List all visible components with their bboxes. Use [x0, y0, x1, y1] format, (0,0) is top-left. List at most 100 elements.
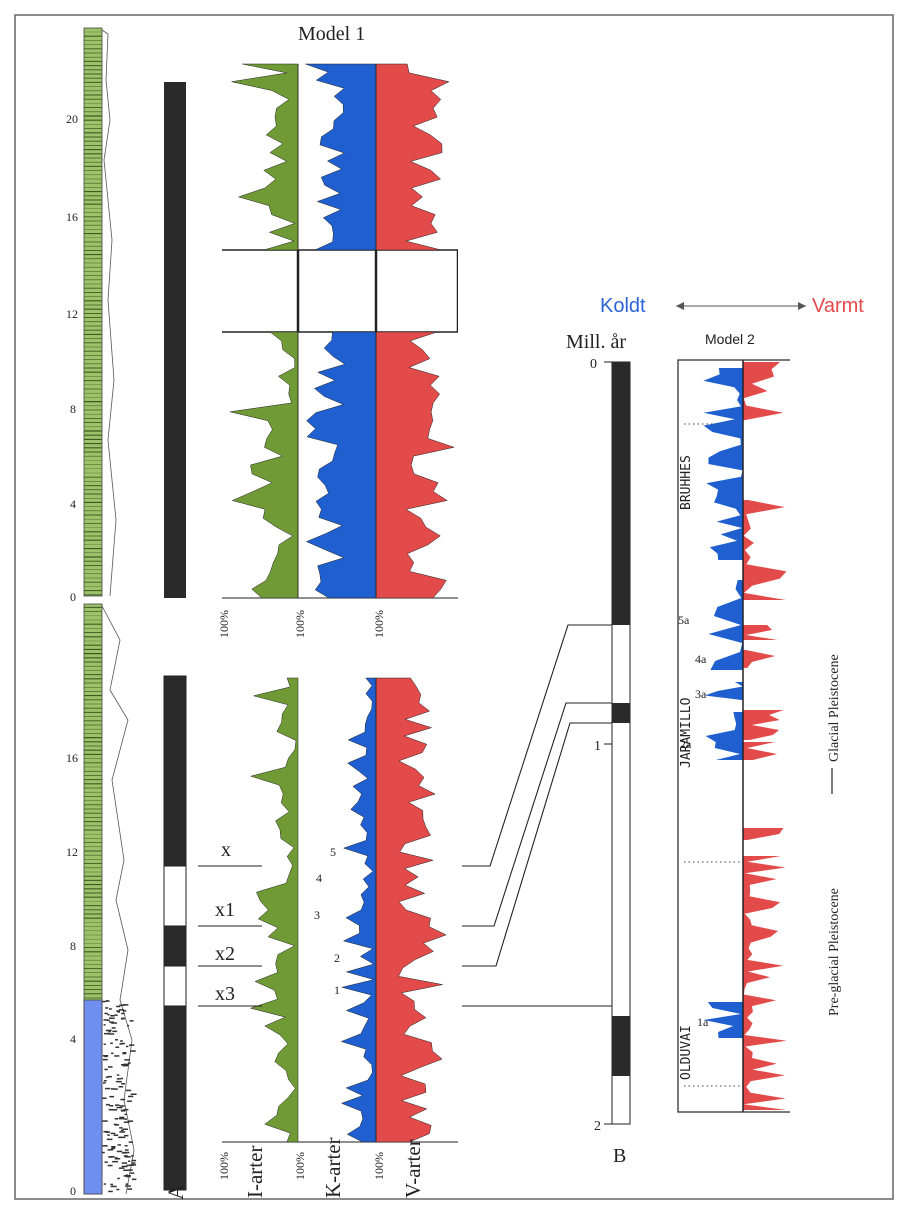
lithology-speck	[106, 1138, 113, 1141]
correlation-lines	[462, 624, 612, 1007]
warm-curve	[743, 710, 784, 740]
level-label-x1: x1	[215, 899, 235, 921]
column-label-i-arter: I-arter	[243, 1146, 267, 1198]
lithology-speck	[102, 1151, 105, 1154]
legend-warm: Varmt	[812, 295, 864, 317]
depth-tick: 4	[70, 1032, 76, 1046]
lithology-speck	[110, 1132, 116, 1135]
lithology-speck	[120, 1040, 123, 1042]
lithology-speck	[107, 1164, 113, 1167]
lithology-speck	[115, 1046, 120, 1048]
lithology-speck	[103, 1024, 106, 1026]
lithology-speck	[121, 1017, 125, 1020]
cold-curve	[705, 712, 743, 760]
time-tick: 2	[594, 1119, 601, 1134]
lithology-speck	[124, 1059, 131, 1061]
lithology-speck	[109, 1095, 115, 1098]
k-arter-curve	[340, 677, 377, 1143]
time-scale-column	[604, 361, 631, 1125]
upper-depth-axis: 20 16 12 8 4 0	[66, 112, 78, 604]
lower-depth-axis: 16 12 8 4 0	[66, 751, 78, 1198]
boundary-dotted-lines	[684, 423, 740, 1087]
warm-curve	[743, 500, 787, 600]
event-numbers: 5 4 3 2 1	[314, 845, 340, 997]
panel-mask	[458, 670, 478, 1150]
lithology-speck	[114, 1118, 118, 1120]
lithology-speck	[115, 1039, 118, 1041]
percent-label: 100%	[293, 1152, 307, 1180]
lithology-speck	[124, 1118, 127, 1120]
lithology-speck	[120, 1098, 126, 1101]
column-labels: I-arter K-arter V-arter	[243, 1137, 425, 1198]
lithology-speck	[127, 1188, 133, 1190]
lithology-speck	[102, 1097, 107, 1099]
lithology-speck	[129, 1020, 134, 1022]
lithology-speck	[109, 1008, 112, 1010]
lithology-speck	[119, 1131, 126, 1133]
lithology-speck	[102, 1120, 108, 1122]
lithology-speck	[125, 1089, 132, 1092]
period-glacial: Glacial Pleistocene	[827, 654, 842, 762]
lithology-speck	[121, 1012, 125, 1015]
lithology-speck	[107, 1019, 110, 1022]
model1-title: Model 1	[298, 23, 365, 45]
lithology-speck	[117, 1011, 120, 1013]
lithology-speck	[123, 1155, 128, 1157]
lithology-speck	[117, 1177, 120, 1180]
lithology-speck	[111, 1109, 116, 1111]
olduvai-normal-band	[612, 1016, 630, 1076]
lithology-speck	[115, 1080, 122, 1083]
lithology-speck	[127, 1120, 134, 1122]
epoch-jaramillo: JARAMILLO	[679, 697, 694, 768]
lithology-speckle	[102, 1000, 137, 1193]
i-arter-curve	[249, 677, 299, 1143]
k-arter-curve	[305, 63, 377, 251]
lithology-speck	[119, 1004, 125, 1006]
lithology-speck	[123, 1108, 129, 1111]
lithology-speck	[122, 1052, 127, 1055]
lithology-speck	[104, 1012, 108, 1015]
stage-label: 3a	[695, 687, 707, 701]
v-arter-curve	[375, 677, 447, 1143]
lithology-speck	[127, 1100, 132, 1102]
lithology-speck	[126, 1164, 130, 1167]
epoch-olduvai: OLDUVAI	[679, 1025, 694, 1080]
lithology-speck	[107, 1075, 112, 1078]
polarity-band-reversed	[163, 865, 187, 927]
lithology-speck	[131, 1162, 136, 1164]
lithology-speck	[128, 1095, 134, 1098]
i-arter-curve	[231, 63, 299, 251]
polarity-column-lower	[163, 675, 187, 1191]
lithology-speck	[124, 1134, 129, 1137]
jaramillo-normal-band	[612, 703, 630, 723]
lithology-speck	[105, 1000, 109, 1002]
period-preglacial: Pre-glacial Pleistocene	[827, 888, 842, 1016]
lithology-speck	[107, 1013, 110, 1016]
legend-arrow	[676, 302, 806, 310]
epoch-brunhes: BRUHHES	[679, 455, 694, 510]
lithology-speck	[113, 1123, 118, 1126]
lithology-speck	[114, 1055, 120, 1057]
lithology-speck	[124, 1156, 131, 1158]
depth-tick: 12	[66, 307, 78, 321]
lithology-speck	[123, 1175, 130, 1177]
lithology-speck	[115, 1104, 120, 1106]
lithology-speck	[116, 1010, 120, 1012]
depth-tick: 8	[70, 939, 76, 953]
warm-curve	[743, 828, 784, 840]
lithology-speck	[116, 1005, 121, 1008]
stage-label: 5a	[678, 613, 690, 627]
stage-labels: 5a 4a 3a 2a 1a	[678, 613, 709, 1029]
lithology-speck	[103, 1130, 109, 1133]
lithology-speck	[111, 1022, 117, 1024]
stage-label: 2a	[680, 737, 692, 751]
polarity-band-reversed	[163, 965, 187, 1007]
lithology-speck	[103, 1043, 106, 1045]
stage-label: 1a	[697, 1015, 709, 1029]
warm-curve	[743, 625, 778, 640]
event-number: 5	[330, 845, 336, 859]
lithology-speck	[113, 1088, 118, 1090]
lithology-speck	[102, 1058, 108, 1061]
lithology-speck	[111, 1146, 116, 1148]
